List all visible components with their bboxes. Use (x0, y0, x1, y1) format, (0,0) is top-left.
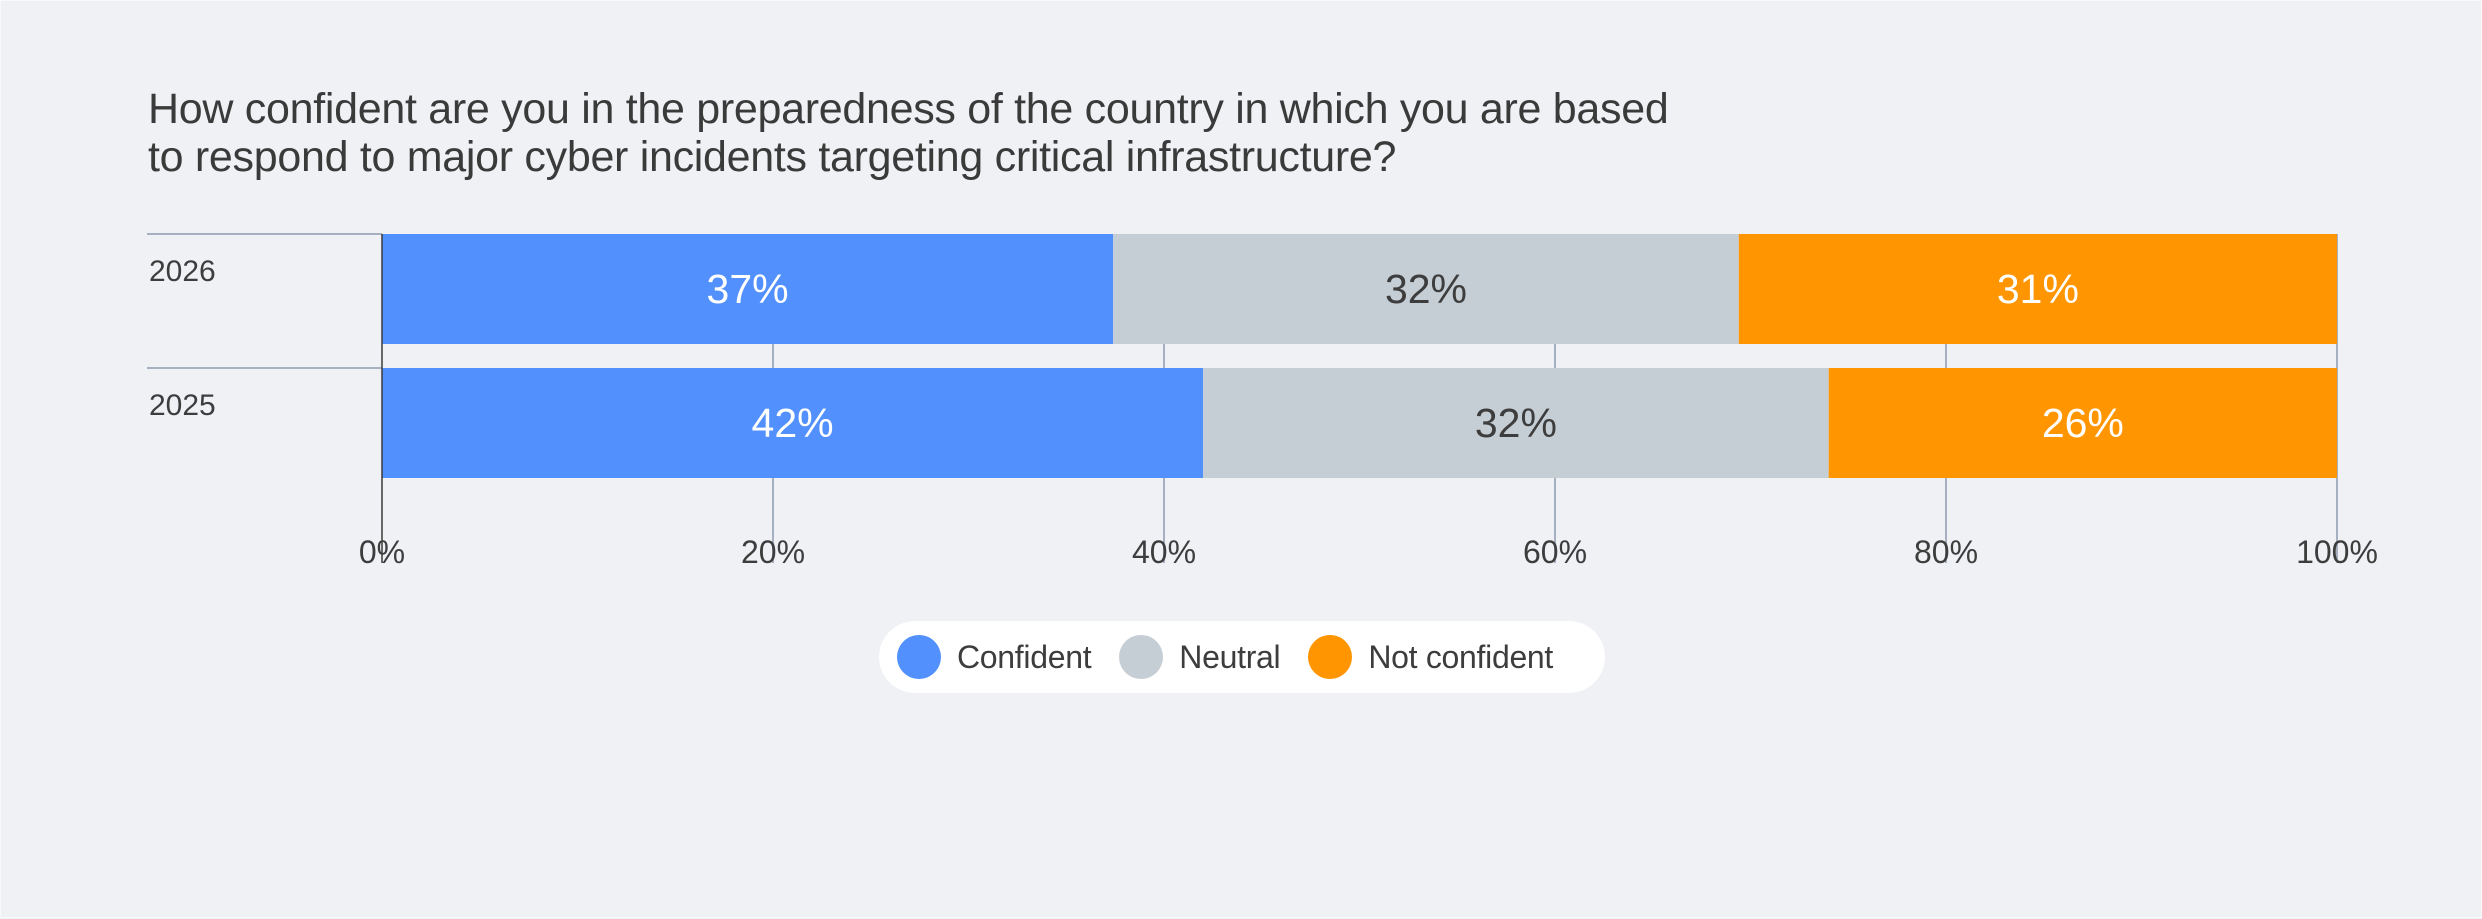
category-label: 2026 (149, 255, 216, 288)
bars: 37% 32% 31% 42% 32% 26% (382, 234, 2337, 478)
legend: Confident Neutral Not confident (879, 621, 1605, 693)
row-labels: 2026 2025 (147, 233, 382, 422)
legend-item-neutral[interactable]: Neutral (1119, 635, 1281, 679)
legend-swatch-neutral (1119, 635, 1164, 679)
legend-label: Confident (957, 638, 1092, 675)
chart-title-line-2: to respond to major cyber incidents targ… (148, 133, 1397, 181)
bar-segment-not-confident (1738, 234, 2337, 344)
legend-label: Not confident (1368, 638, 1554, 675)
bar-segment-neutral (1203, 368, 1829, 478)
bar-segment-confident (382, 234, 1114, 344)
chart-title: How confident are you in the preparednes… (148, 85, 1669, 181)
data-label: 37% (707, 266, 789, 312)
x-tick-label: 0% (359, 534, 405, 570)
data-label: 32% (1475, 400, 1557, 446)
data-label: 26% (2042, 400, 2124, 446)
data-label: 32% (1385, 266, 1467, 312)
x-tick-label: 20% (741, 534, 805, 570)
bar-segment-confident (382, 368, 1204, 478)
category-label: 2025 (149, 389, 216, 422)
x-tick-label: 60% (1523, 534, 1587, 570)
legend-swatch-not-confident (1308, 635, 1353, 679)
legend-swatch-confident (897, 635, 941, 679)
legend-item-not-confident[interactable]: Not confident (1308, 635, 1553, 679)
bar-segment-not-confident (1828, 368, 2337, 478)
x-tick-label: 40% (1132, 534, 1196, 570)
data-label: 31% (1997, 266, 2079, 312)
x-tick-label: 80% (1914, 534, 1978, 570)
data-label: 42% (752, 400, 834, 446)
x-tick-label: 100% (2296, 534, 2378, 570)
legend-item-confident[interactable]: Confident (897, 635, 1092, 679)
legend-label: Neutral (1179, 638, 1281, 675)
x-axis: 0% 20% 40% 60% 80% 100% (359, 234, 2378, 570)
chart-title-line-1: How confident are you in the preparednes… (148, 85, 1669, 133)
bar-segment-neutral (1113, 234, 1739, 344)
